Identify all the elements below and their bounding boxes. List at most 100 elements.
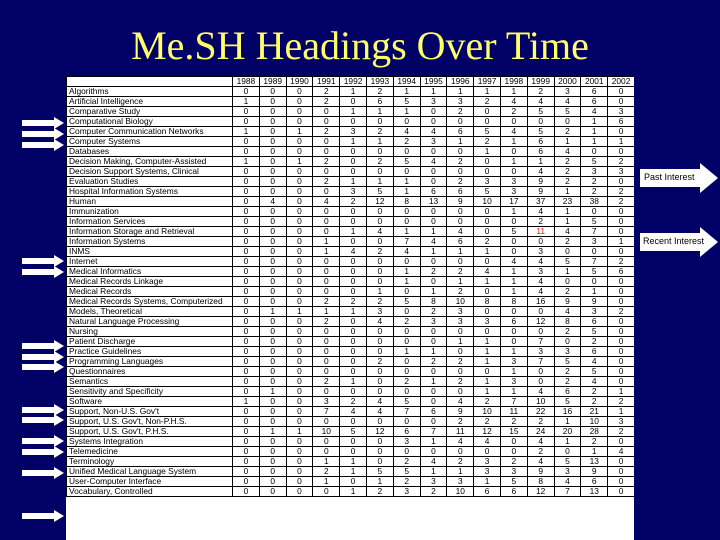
- count-cell: 0: [499, 166, 528, 177]
- count-cell: 0: [258, 136, 287, 147]
- count-cell: 1: [392, 106, 421, 117]
- table-row: Computer Communication Networks 1 0 1 2 3 2 4 4 6…: [66, 126, 634, 137]
- past-interest-arrow-icon: [640, 163, 718, 193]
- count-cell: 0: [392, 356, 421, 367]
- table-row: Immunization 0 0 0 0 0 0 0 0 0 0 1 4 1 0 0: [66, 206, 634, 217]
- count-cell: 0: [232, 456, 260, 467]
- count-cell: 0: [285, 396, 314, 407]
- row-arrow-icon: [22, 265, 64, 278]
- count-cell: 0: [232, 376, 260, 387]
- count-cell: 1: [553, 186, 582, 197]
- count-cell: 0: [392, 416, 421, 427]
- count-cell: 0: [607, 466, 634, 477]
- table-row: INMS 0 0 0 1 4 2 4 1 1 1 0 3 0 0 0: [66, 246, 634, 257]
- row-arrow-icon: [22, 350, 64, 363]
- count-cell: 0: [232, 356, 260, 367]
- count-cell: 0: [312, 336, 341, 347]
- count-cell: 21: [580, 406, 609, 417]
- count-cell: 4: [580, 356, 609, 367]
- count-cell: 16: [553, 406, 582, 417]
- count-cell: 0: [365, 366, 394, 377]
- table-row: Models, Theoretical 0 1 1 1 1 3 0 2 3 0 0 0 4 3 2: [66, 306, 634, 317]
- count-cell: 2: [312, 376, 341, 387]
- count-cell: 0: [365, 216, 394, 227]
- count-cell: 0: [473, 366, 501, 377]
- count-cell: 3: [553, 466, 582, 477]
- count-cell: 15: [499, 426, 528, 437]
- count-cell: 0: [339, 326, 367, 337]
- count-cell: 1: [553, 136, 582, 147]
- count-cell: 0: [473, 166, 501, 177]
- year-header-1994: 1994: [392, 76, 421, 87]
- count-cell: 2: [473, 396, 501, 407]
- heading-name: Comparative Study: [66, 106, 233, 117]
- count-cell: 0: [285, 446, 314, 457]
- count-cell: 0: [232, 186, 260, 197]
- count-cell: 0: [339, 286, 367, 297]
- count-cell: 0: [419, 446, 448, 457]
- count-cell: 1: [446, 86, 475, 97]
- count-cell: 9: [446, 196, 475, 207]
- count-cell: 0: [285, 236, 314, 247]
- count-cell: 0: [232, 336, 260, 347]
- count-cell: 4: [446, 396, 475, 407]
- count-cell: 0: [258, 346, 287, 357]
- count-cell: 6: [365, 96, 394, 107]
- count-cell: 0: [285, 336, 314, 347]
- heading-name: Decision Making, Computer-Assisted: [66, 156, 233, 167]
- table-row: Medical Records 0 0 0 0 0 1 0 1 2 0 1 4 2 1 0: [66, 286, 634, 297]
- count-cell: 7: [526, 336, 555, 347]
- count-cell: 1: [419, 246, 448, 257]
- count-cell: 1: [499, 136, 528, 147]
- count-cell: 5: [580, 216, 609, 227]
- year-header-1998: 1998: [499, 76, 528, 87]
- count-cell: 0: [258, 116, 287, 127]
- count-cell: 0: [258, 316, 287, 327]
- row-arrow-icon: [22, 467, 64, 480]
- count-cell: 0: [285, 416, 314, 427]
- count-cell: 17: [499, 196, 528, 207]
- count-cell: 0: [473, 206, 501, 217]
- heading-name: Vocabulary, Controlled: [66, 486, 233, 497]
- count-cell: 0: [232, 466, 260, 477]
- count-cell: 4: [553, 476, 582, 487]
- count-cell: 3: [526, 246, 555, 257]
- heading-name: Unified Medical Language System: [66, 466, 233, 477]
- heading-name: Medical Informatics: [66, 266, 233, 277]
- count-cell: 1: [285, 126, 314, 137]
- count-cell: 0: [285, 116, 314, 127]
- count-cell: 0: [258, 326, 287, 337]
- count-cell: 6: [580, 316, 609, 327]
- count-cell: 5: [473, 126, 501, 137]
- heading-name: Information Systems: [66, 236, 233, 247]
- count-cell: 0: [285, 366, 314, 377]
- row-arrow-icon: [22, 340, 64, 352]
- count-cell: 4: [365, 396, 394, 407]
- count-cell: 0: [607, 456, 634, 467]
- count-cell: 3: [580, 166, 609, 177]
- count-cell: 1: [499, 276, 528, 287]
- count-cell: 6: [446, 126, 475, 137]
- count-cell: 4: [446, 226, 475, 237]
- heading-name: Hospital Information Systems: [66, 186, 233, 197]
- count-cell: 10: [446, 486, 475, 497]
- count-cell: 0: [258, 366, 287, 377]
- count-cell: 1: [553, 266, 582, 277]
- count-cell: 0: [365, 206, 394, 217]
- count-cell: 0: [285, 146, 314, 157]
- count-cell: 5: [499, 476, 528, 487]
- count-cell: 0: [607, 86, 634, 97]
- count-cell: 16: [526, 296, 555, 307]
- count-cell: 0: [526, 236, 555, 247]
- year-header-2002: 2002: [607, 76, 634, 87]
- count-cell: 0: [419, 366, 448, 377]
- count-cell: 0: [446, 446, 475, 457]
- count-cell: 1: [392, 276, 421, 287]
- count-cell: 4: [365, 316, 394, 327]
- row-arrow-icon: [22, 446, 64, 458]
- count-cell: 6: [526, 146, 555, 157]
- table-row: Internet 0 0 0 0 0 0 0 0 0 0 4 4 5 7 2: [66, 256, 634, 267]
- heading-name: Information Services: [66, 216, 233, 227]
- count-cell: 0: [312, 366, 341, 377]
- count-cell: 8: [526, 476, 555, 487]
